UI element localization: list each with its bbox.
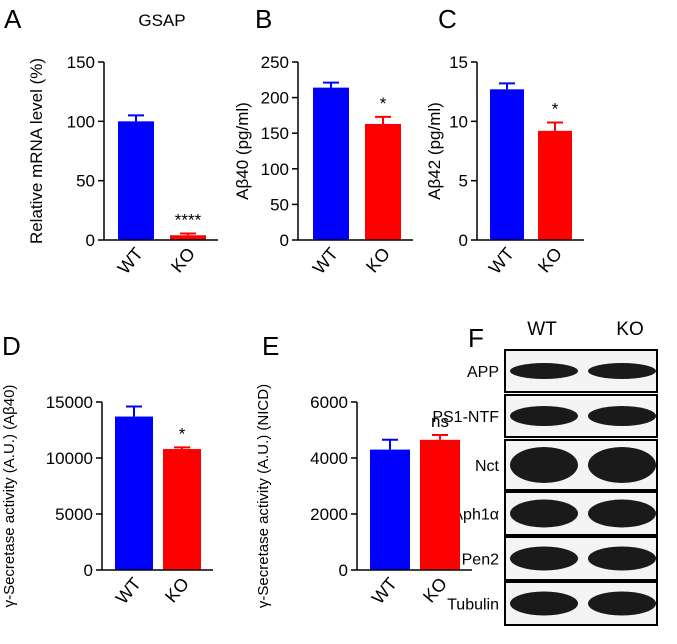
- panel-letter: D: [2, 331, 21, 361]
- significance-label: *: [380, 94, 387, 113]
- bar: [118, 121, 154, 240]
- y-axis-label: γ-Secretase activity (A.U.) (Aβ40): [1, 385, 18, 608]
- bar: [490, 89, 524, 240]
- band: [588, 591, 656, 616]
- y-tick-label: 50: [76, 172, 95, 191]
- bar: [538, 130, 572, 240]
- row-label: Aph1α: [452, 507, 499, 524]
- y-tick-label: 0: [459, 231, 468, 250]
- band: [588, 406, 656, 426]
- error-bar: [382, 438, 398, 450]
- row-label: PS1-NTF: [432, 409, 499, 426]
- y-tick-label: 0: [84, 561, 93, 580]
- x-tick-label: KO: [534, 244, 566, 277]
- x-tick-label: WT: [485, 244, 518, 278]
- y-tick-label: 0: [280, 231, 289, 250]
- x-tick-label: KO: [167, 244, 199, 277]
- bar: [170, 235, 206, 240]
- error-bar: [174, 446, 190, 450]
- panel-letter: A: [4, 4, 22, 34]
- row-label: Nct: [475, 458, 500, 475]
- y-tick-label: 15: [449, 53, 468, 72]
- y-axis-label: γ-Secretase activity (A.U.) (NICD): [255, 384, 272, 608]
- row-label: Pen2: [462, 552, 499, 569]
- y-tick-label: 10000: [46, 449, 93, 468]
- band: [588, 363, 656, 379]
- band: [510, 363, 578, 379]
- y-tick-label: 15000: [46, 393, 93, 412]
- x-tick-label: KO: [362, 244, 394, 277]
- row-label: Tubulin: [447, 597, 499, 614]
- y-tick-label: 2000: [310, 505, 348, 524]
- y-tick-label: 200: [261, 89, 289, 108]
- x-tick-label: WT: [114, 244, 147, 278]
- x-tick-label: WT: [368, 574, 401, 608]
- significance-label: ns: [431, 412, 449, 431]
- y-tick-label: 50: [270, 195, 289, 214]
- y-tick-label: 150: [67, 53, 95, 72]
- band: [588, 546, 656, 571]
- x-tick-label: WT: [309, 244, 342, 278]
- band: [510, 591, 578, 616]
- panel-letter: C: [438, 4, 457, 34]
- error-bar: [323, 81, 339, 88]
- y-tick-label: 100: [67, 112, 95, 131]
- bar: [163, 449, 201, 570]
- error-bar: [128, 114, 144, 122]
- x-tick-label: KO: [161, 574, 193, 607]
- panel-letter: E: [262, 331, 279, 361]
- significance-label: ****: [175, 210, 202, 229]
- band: [510, 546, 578, 571]
- significance-label: *: [179, 424, 186, 443]
- y-tick-label: 0: [86, 231, 95, 250]
- y-tick-label: 5: [459, 172, 468, 191]
- significance-label: *: [552, 100, 559, 119]
- error-bar: [432, 434, 448, 440]
- error-bar: [547, 121, 563, 131]
- bar: [365, 123, 401, 240]
- y-tick-label: 100: [261, 160, 289, 179]
- y-tick-label: 6000: [310, 393, 348, 412]
- y-axis-label: Aβ40 (pg/ml): [233, 102, 252, 200]
- band: [588, 447, 656, 483]
- chart-title: GSAP: [138, 11, 185, 30]
- y-tick-label: 150: [261, 124, 289, 143]
- panel-letter: B: [255, 4, 272, 34]
- row-label: APP: [467, 364, 499, 381]
- error-bar: [499, 82, 515, 90]
- bar: [313, 87, 349, 240]
- bar: [420, 439, 460, 570]
- band: [510, 499, 578, 528]
- lane-label: WT: [527, 319, 557, 340]
- y-tick-label: 10: [449, 112, 468, 131]
- panel-letter: F: [468, 323, 484, 353]
- y-axis-label: Relative mRNA level (%): [27, 58, 46, 244]
- y-tick-label: 5000: [55, 505, 93, 524]
- y-tick-label: 0: [339, 561, 348, 580]
- error-bar: [126, 405, 142, 417]
- error-bar: [180, 232, 196, 236]
- western-blot: F WT KO APP PS1-NTF Nct Aph1α Pen2 Tubulin: [432, 319, 658, 626]
- error-bar: [375, 115, 391, 124]
- y-tick-label: 4000: [310, 449, 348, 468]
- lane-label: KO: [616, 319, 643, 340]
- y-tick-label: 250: [261, 53, 289, 72]
- x-tick-label: WT: [112, 574, 145, 608]
- band: [510, 447, 578, 483]
- bar: [115, 416, 153, 570]
- bar: [370, 449, 410, 570]
- band: [588, 499, 656, 528]
- y-axis-label: Aβ42 (pg/ml): [425, 102, 444, 200]
- band: [510, 406, 578, 426]
